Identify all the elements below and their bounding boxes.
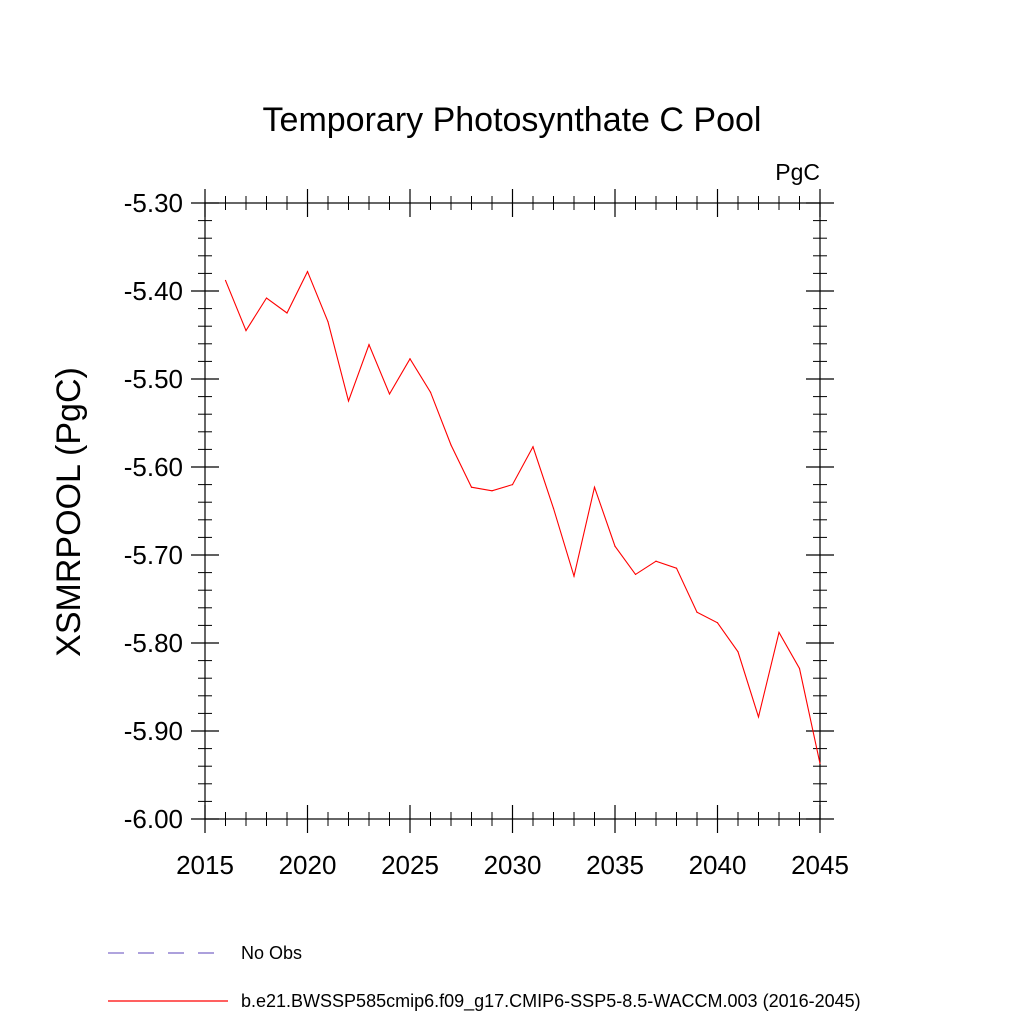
- data-point: [286, 312, 288, 314]
- data-point: [265, 297, 268, 299]
- data-point: [368, 344, 370, 346]
- minor-ticks: [198, 196, 827, 826]
- data-point: [245, 330, 247, 332]
- y-tick-labels: -5.30 -5.40 -5.50 -5.60 -5.70 -5.80 -5.90 -6.00: [124, 188, 183, 834]
- data-point: [532, 446, 534, 448]
- data-point: [491, 490, 493, 492]
- data-point: [675, 567, 678, 569]
- x-tick-labels: 2015 2020 2025 2030 2035 2040 2045: [176, 850, 849, 880]
- data-point: [347, 400, 350, 402]
- data-point: [511, 484, 514, 486]
- y-tick-label: -6.00: [124, 804, 183, 834]
- data-point: [593, 486, 596, 488]
- x-tick-label: 2020: [279, 850, 337, 880]
- y-tick-label: -5.60: [124, 452, 183, 482]
- y-axis-label: XSMRPOOL (PgC): [50, 367, 88, 657]
- y-tick-label: -5.40: [124, 276, 183, 306]
- legend-label-model-run: b.e21.BWSSP585cmip6.f09_g17.CMIP6-SSP5-8…: [241, 991, 861, 1012]
- x-tick-label: 2015: [176, 850, 234, 880]
- data-point: [306, 271, 309, 273]
- major-ticks: [191, 189, 834, 833]
- series-line: [224, 270, 821, 764]
- y-tick-label: -5.50: [124, 364, 183, 394]
- units-label: PgC: [775, 159, 820, 185]
- data-point: [552, 507, 555, 509]
- data-point: [224, 279, 227, 282]
- x-tick-label: 2035: [586, 850, 644, 880]
- legend: No Obs b.e21.BWSSP585cmip6.f09_g17.CMIP6…: [108, 943, 861, 1012]
- data-point: [573, 575, 575, 577]
- data-point: [470, 486, 473, 488]
- data-point: [634, 573, 637, 575]
- data-point: [614, 545, 616, 547]
- data-point: [757, 716, 760, 718]
- data-point: [716, 622, 719, 624]
- legend-label-no-obs: No Obs: [241, 943, 302, 963]
- x-tick-label: 2045: [791, 850, 849, 880]
- data-point: [778, 631, 780, 634]
- data-point: [429, 391, 432, 393]
- data-point: [696, 611, 698, 613]
- y-tick-label: -5.90: [124, 716, 183, 746]
- x-tick-label: 2030: [484, 850, 542, 880]
- x-tick-label: 2040: [689, 850, 747, 880]
- data-point: [409, 358, 411, 360]
- y-tick-label: -5.70: [124, 540, 183, 570]
- y-tick-label: -5.30: [124, 188, 183, 218]
- data-point: [737, 651, 739, 653]
- plot-frame: [204, 202, 821, 820]
- data-point: [388, 393, 391, 395]
- data-point: [450, 444, 452, 446]
- data-point: [819, 762, 821, 765]
- x-tick-label: 2025: [381, 850, 439, 880]
- chart-title: Temporary Photosynthate C Pool: [263, 101, 762, 139]
- y-tick-label: -5.80: [124, 628, 183, 658]
- data-point: [327, 321, 329, 323]
- series-layer: [224, 270, 821, 765]
- data-point: [798, 667, 801, 670]
- data-point: [655, 560, 657, 562]
